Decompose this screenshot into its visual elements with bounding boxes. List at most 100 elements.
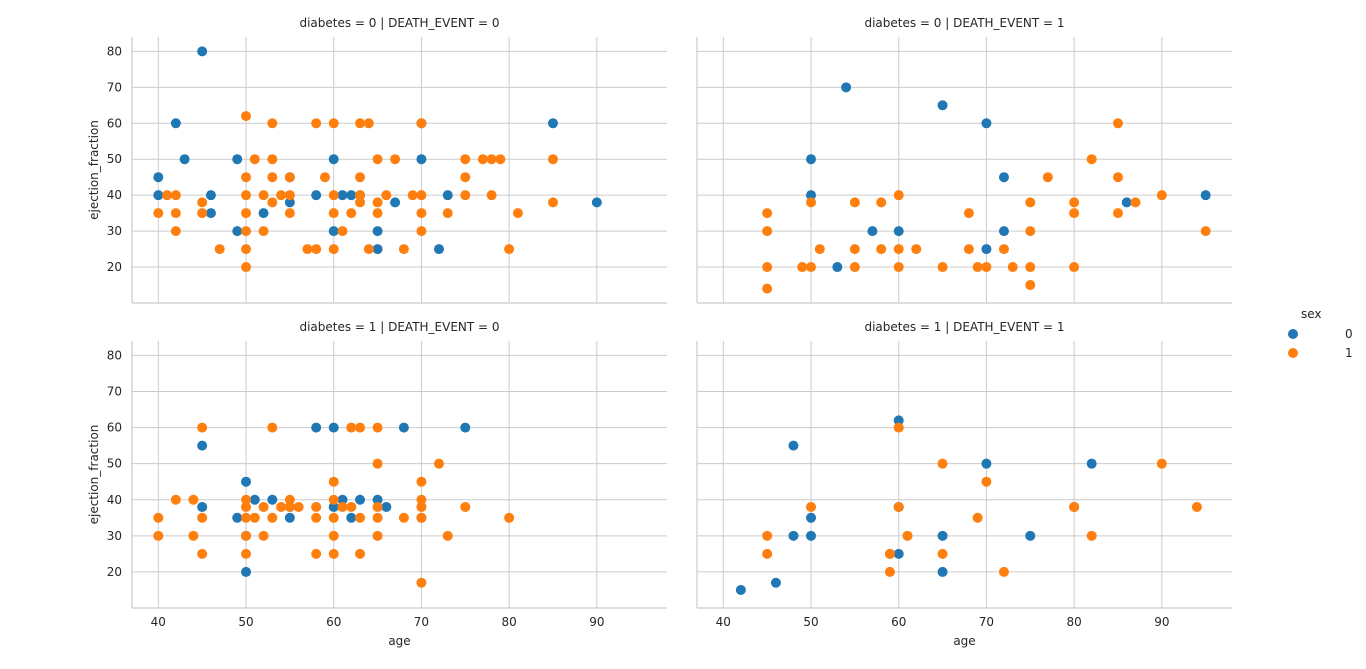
data-point <box>460 154 471 165</box>
data-point <box>170 118 181 129</box>
data-point <box>267 172 278 183</box>
data-point <box>346 190 357 201</box>
data-point <box>328 476 339 487</box>
data-point <box>1130 197 1141 208</box>
data-point <box>372 458 383 469</box>
data-point <box>1069 197 1080 208</box>
data-point <box>902 530 913 541</box>
legend-label-0: 0 <box>1345 327 1353 341</box>
data-point <box>241 512 252 523</box>
data-point <box>1025 530 1036 541</box>
data-point <box>547 118 558 129</box>
x-tick-label: 90 <box>589 615 604 629</box>
data-point <box>416 118 427 129</box>
data-point <box>1086 154 1097 165</box>
data-point <box>197 501 208 512</box>
data-point <box>284 208 295 219</box>
y-tick-label: 30 <box>107 224 122 238</box>
data-point <box>433 244 444 255</box>
data-point <box>346 422 357 433</box>
facet-panel-0: diabetes = 0 | DEATH_EVENT = 0 20 30 40 50 60… <box>87 16 667 304</box>
y-tick-label: 50 <box>107 457 122 471</box>
data-point <box>267 118 278 129</box>
data-point <box>1042 172 1053 183</box>
data-point <box>249 494 260 505</box>
data-point <box>849 244 860 255</box>
data-point <box>267 494 278 505</box>
data-point <box>762 262 773 273</box>
data-point <box>849 197 860 208</box>
data-point <box>1191 501 1202 512</box>
series-sex-0 <box>735 415 1097 595</box>
data-point <box>170 226 181 237</box>
data-point <box>258 190 269 201</box>
data-point <box>258 501 269 512</box>
data-point <box>302 244 313 255</box>
data-point <box>328 118 339 129</box>
data-point <box>311 190 322 201</box>
data-point <box>328 512 339 523</box>
data-point <box>591 197 602 208</box>
data-point <box>372 512 383 523</box>
data-point <box>153 190 164 201</box>
facet-panel-1: diabetes = 0 | DEATH_EVENT = 1 <box>696 16 1232 304</box>
data-point <box>806 190 817 201</box>
data-point <box>841 82 852 93</box>
data-point <box>241 548 252 559</box>
data-point <box>170 494 181 505</box>
data-point <box>788 530 799 541</box>
data-point <box>346 208 357 219</box>
data-point <box>893 422 904 433</box>
data-point <box>205 190 216 201</box>
data-point <box>762 530 773 541</box>
data-point <box>284 190 295 201</box>
data-point <box>806 154 817 165</box>
data-point <box>390 197 401 208</box>
legend-marker-0 <box>1288 329 1298 339</box>
y-tick-label: 80 <box>107 348 122 362</box>
data-point <box>937 566 948 577</box>
x-tick-label: 70 <box>979 615 994 629</box>
data-point <box>241 208 252 219</box>
data-point <box>346 512 357 523</box>
data-point <box>276 501 287 512</box>
y-tick-label: 20 <box>107 260 122 274</box>
data-point <box>416 208 427 219</box>
data-point <box>241 566 252 577</box>
data-point <box>328 154 339 165</box>
data-point <box>372 197 383 208</box>
data-point <box>267 512 278 523</box>
data-point <box>762 226 773 237</box>
y-tick-label: 60 <box>107 116 122 130</box>
data-point <box>762 208 773 219</box>
data-point <box>197 512 208 523</box>
data-point <box>547 154 558 165</box>
data-point <box>884 548 895 559</box>
data-point <box>416 476 427 487</box>
data-point <box>1025 197 1036 208</box>
data-point <box>416 501 427 512</box>
data-point <box>241 530 252 541</box>
data-point <box>267 197 278 208</box>
data-point <box>1112 208 1123 219</box>
data-point <box>937 100 948 111</box>
data-point <box>276 190 287 201</box>
data-point <box>232 154 243 165</box>
data-point <box>1112 118 1123 129</box>
data-point <box>963 244 974 255</box>
y-tick-label: 20 <box>107 565 122 579</box>
x-tick-label: 60 <box>326 615 341 629</box>
data-point <box>284 501 295 512</box>
data-point <box>241 226 252 237</box>
data-point <box>937 262 948 273</box>
data-point <box>355 548 366 559</box>
data-point <box>1069 208 1080 219</box>
data-point <box>998 226 1009 237</box>
data-point <box>981 118 992 129</box>
data-point <box>241 501 252 512</box>
series-sex-1 <box>153 111 558 273</box>
data-point <box>346 501 357 512</box>
facet-grid: diabetes = 0 | DEATH_EVENT = 0 20 30 40 50 60… <box>87 16 1232 648</box>
x-axis-label: age <box>388 634 410 648</box>
data-point <box>381 190 392 201</box>
